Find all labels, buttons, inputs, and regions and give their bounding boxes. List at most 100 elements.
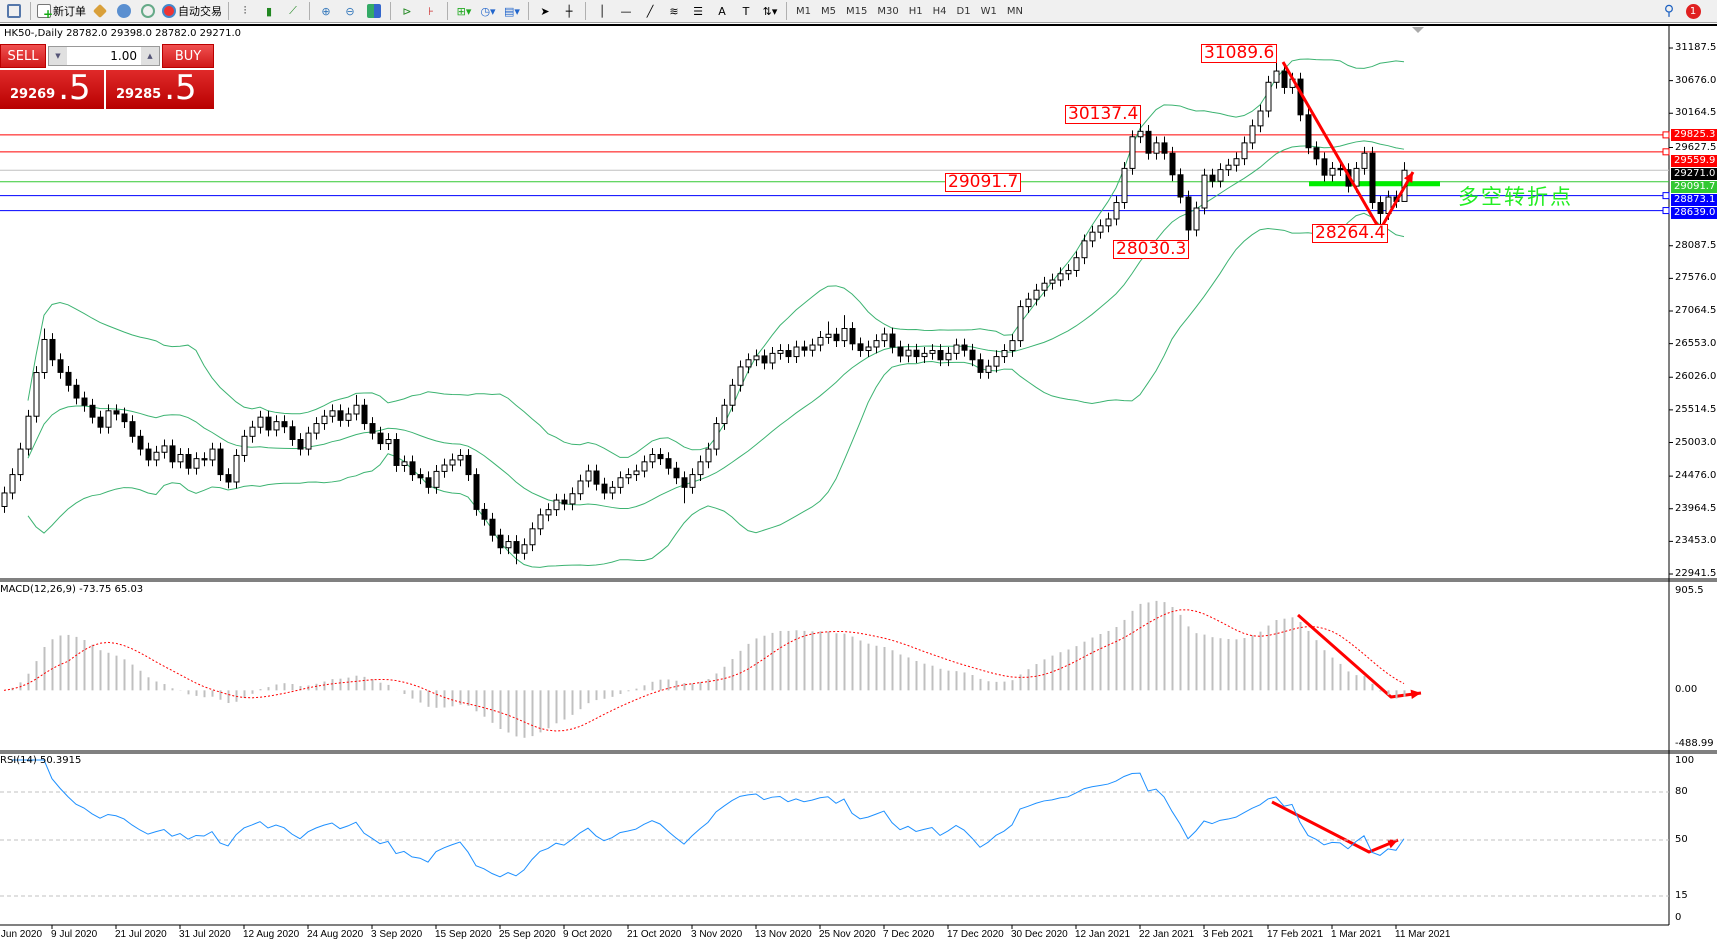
price-line-label-29825.3: 29825.3 (1671, 128, 1717, 141)
timeframe-m30[interactable]: M30 (877, 5, 899, 17)
candle-body-bull (721, 404, 728, 425)
candle (969, 343, 976, 367)
search-icon[interactable]: ⚲ (1663, 3, 1675, 19)
candle (153, 445, 160, 467)
candle-body-bear (145, 448, 152, 461)
candle-body-bear (409, 461, 416, 476)
candle (1, 486, 8, 513)
zoom-out-icon[interactable]: ⊖ (345, 4, 355, 18)
buy-price-button[interactable]: 29285.5 (106, 70, 214, 109)
candle-body-bear (1369, 152, 1376, 204)
candle (193, 452, 200, 475)
price-trend-arrow-head (1403, 172, 1413, 183)
candle (857, 337, 864, 357)
lot-increase-icon[interactable]: ▲ (141, 47, 159, 65)
templates-icon[interactable]: ▤▾ (504, 4, 520, 18)
macd-trend-arrow (1297, 613, 1422, 699)
candle (305, 426, 312, 456)
timeframe-m5[interactable]: M5 (821, 5, 836, 17)
candle (649, 448, 656, 469)
candle (209, 442, 216, 467)
candle-body-bull (1137, 130, 1144, 138)
indicators-icon[interactable]: ⊞▾ (456, 4, 472, 18)
candle (985, 359, 992, 379)
candle-body-bull (1065, 269, 1072, 275)
timeframe-m15[interactable]: M15 (846, 5, 868, 17)
auto-scroll-icon[interactable]: ⊳ (402, 4, 412, 18)
candle (1017, 300, 1024, 348)
lot-decrease-icon[interactable]: ▼ (49, 47, 67, 65)
candle (41, 328, 48, 379)
candle (9, 468, 16, 500)
candle-body-bear (297, 439, 304, 450)
candle-body-bull (1001, 350, 1008, 358)
cursor-icon[interactable]: ➤ (540, 4, 550, 18)
signals-icon[interactable] (114, 1, 134, 21)
sell-button[interactable]: SELL (0, 44, 46, 68)
candle-body-bear (1377, 202, 1384, 214)
candle-body-bull (953, 344, 960, 354)
new-order-button[interactable]: + 新订单 (37, 1, 86, 21)
text-icon[interactable]: A (718, 4, 726, 18)
trendline-icon[interactable]: ╱ (646, 4, 654, 18)
candle-body-bull (329, 410, 336, 417)
lot-size-input[interactable] (67, 49, 141, 63)
zoom-in-icon[interactable]: ⊕ (321, 4, 331, 18)
candle-body-bull (1033, 289, 1040, 300)
candle-body-bull (105, 410, 112, 428)
macd-axis-label: 0.00 (1675, 684, 1698, 696)
periods-icon[interactable]: ◷▾ (480, 4, 496, 18)
candle-body-bull (1105, 218, 1112, 227)
market-icon[interactable] (138, 1, 158, 21)
vertical-line-icon[interactable]: │ (598, 4, 606, 18)
timeframe-mn[interactable]: MN (1006, 5, 1023, 17)
macd-trend-arrow-head (1410, 689, 1421, 700)
arrows-icon[interactable]: ⇅▾ (762, 4, 778, 18)
candle (113, 404, 120, 421)
buy-button[interactable]: BUY (162, 44, 214, 68)
chart-shift-marker (1412, 27, 1424, 33)
candle-body-bull (1241, 142, 1248, 160)
price-line-label-28873.1: 28873.1 (1671, 193, 1717, 206)
price-line-label-29559.9: 29559.9 (1671, 154, 1717, 167)
lot-size-stepper[interactable]: ▼ ▲ (48, 46, 160, 66)
sell-price-button[interactable]: 29269.5 (0, 70, 104, 109)
candle-body-bull (1049, 279, 1056, 284)
candle (601, 477, 608, 500)
toolbar-separator (309, 2, 310, 20)
candle-body-bull (457, 454, 464, 461)
timeframe-d1[interactable]: D1 (956, 5, 971, 17)
date-tick-label: 30 Dec 2020 (1011, 929, 1068, 940)
notifications-button[interactable]: 1 (1683, 1, 1703, 21)
chart-shift-icon[interactable]: ⊦ (428, 4, 434, 18)
price-tick-label: 23964.5 (1675, 502, 1717, 514)
candle (1169, 146, 1176, 182)
candle-body-bear (681, 477, 688, 488)
candle (625, 468, 632, 485)
auto-trading-button[interactable]: 自动交易 (162, 1, 222, 21)
date-tick-label: 25 Nov 2020 (819, 929, 876, 940)
toolbar-separator (390, 2, 391, 20)
bar-chart-icon[interactable]: ⫶ (243, 4, 247, 17)
horizontal-line-icon[interactable]: — (620, 4, 632, 18)
timeframe-m1[interactable]: M1 (796, 5, 811, 17)
text-label-icon[interactable]: T (742, 4, 750, 18)
fibo-fan-icon[interactable]: ☰ (693, 4, 703, 18)
zoom-chart-icon[interactable] (4, 1, 24, 21)
line-chart-icon[interactable]: ⟋ (289, 4, 297, 17)
candlestick-icon[interactable]: ▮ (265, 4, 273, 18)
timeframe-w1[interactable]: W1 (980, 5, 997, 17)
candle-body-bear (969, 349, 976, 361)
crosshair-icon[interactable]: ┼ (565, 4, 573, 18)
timeframe-h1[interactable]: H1 (908, 5, 923, 17)
candle-body-bull (993, 356, 1000, 367)
fibonacci-icon[interactable]: ≋ (669, 4, 679, 18)
candle-body-bear (289, 426, 296, 441)
candle (641, 455, 648, 478)
tile-windows-icon[interactable] (364, 1, 384, 21)
timeframe-h4[interactable]: H4 (932, 5, 947, 17)
candle (737, 360, 744, 392)
candle (953, 338, 960, 360)
toolbar-separator (786, 2, 787, 20)
